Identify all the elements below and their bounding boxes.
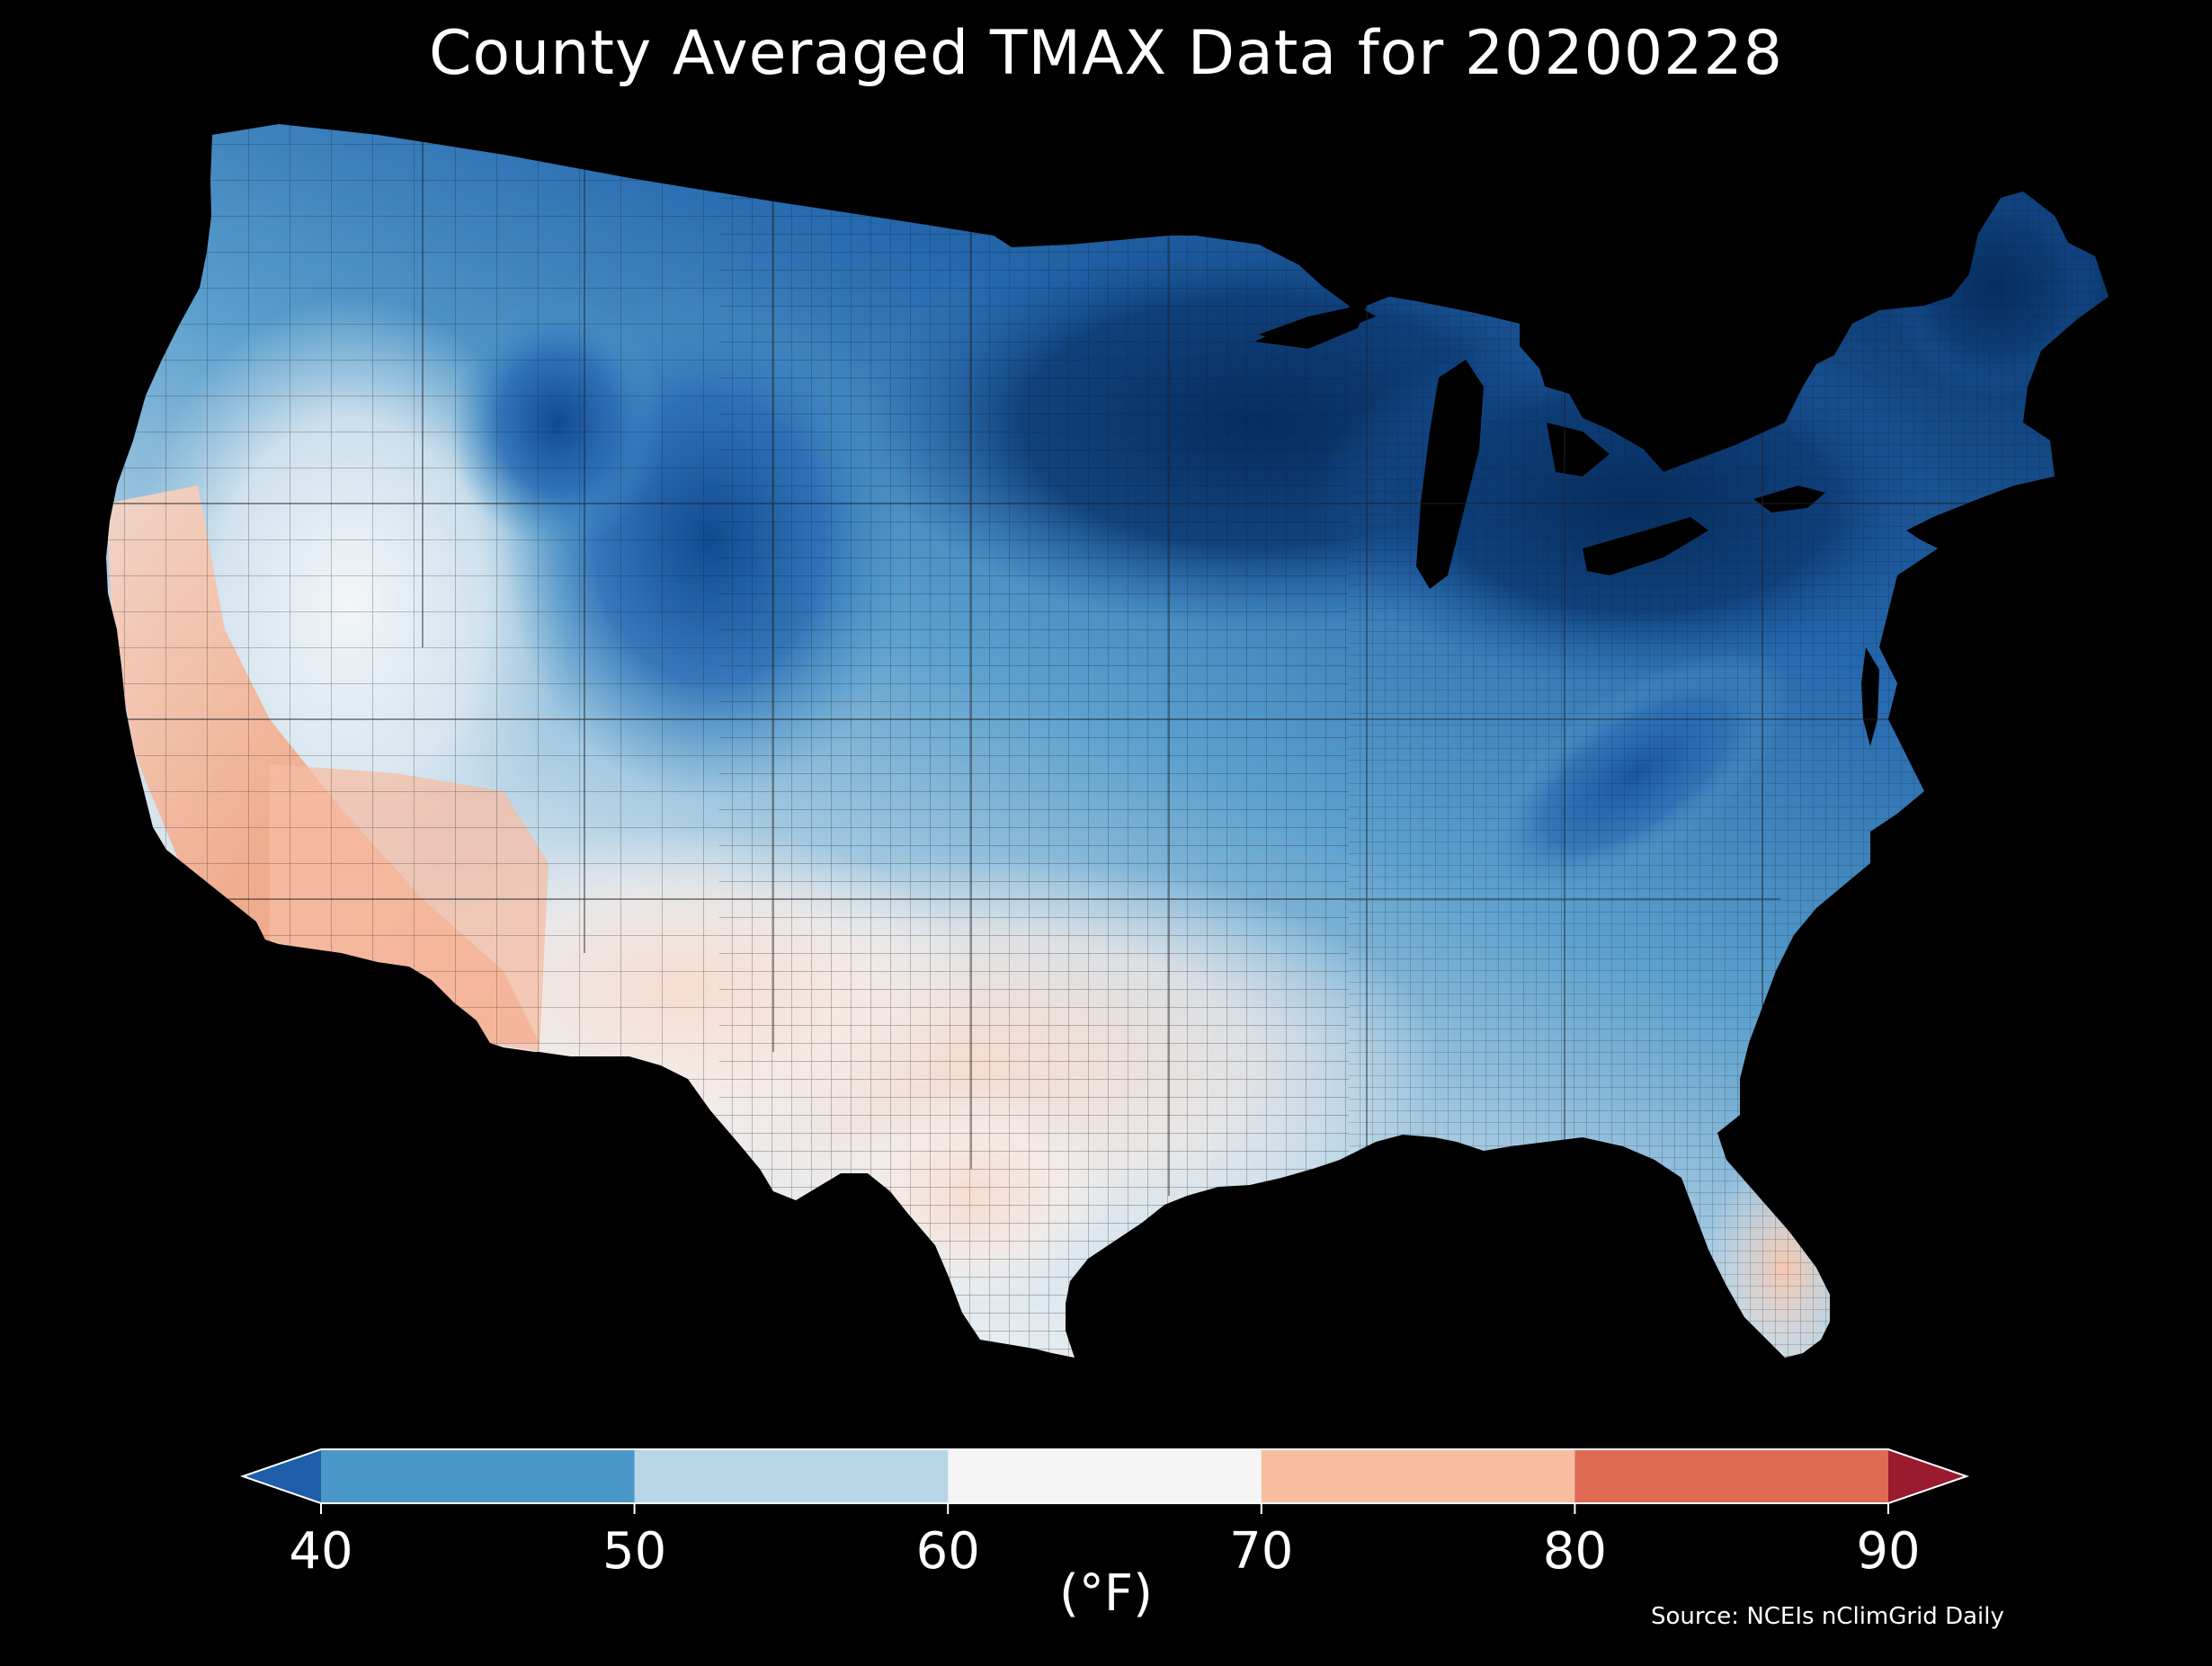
colorbar-arrow-low: [243, 1449, 321, 1503]
great-lakes: [1259, 306, 1879, 746]
colorbar-arrow-high: [1888, 1449, 1967, 1503]
colorbar-segment: [948, 1449, 1262, 1503]
colorbar-tick-label: 40: [289, 1522, 352, 1581]
us-county-map: [106, 124, 2109, 1358]
colorbar-segment: [1261, 1449, 1575, 1503]
colorbar-tick-label: 90: [1856, 1522, 1920, 1581]
colorbar-segment: [634, 1449, 949, 1503]
colorbar: 40 50 60 70 80 90: [239, 1448, 1970, 1581]
source-note: Source: NCEIs nClimGrid Daily: [1651, 1603, 2004, 1630]
colorbar-tick-label: 50: [602, 1522, 666, 1581]
colorbar-tick-label: 80: [1543, 1522, 1607, 1581]
colorbar-tick-label: 70: [1229, 1522, 1293, 1581]
colorbar-segment: [1574, 1449, 1889, 1503]
colorbar-tick-label: 60: [916, 1522, 980, 1581]
state-boundaries: [108, 135, 2068, 1196]
map-title: County Averaged TMAX Data for 20200228: [429, 18, 1783, 89]
colorbar-unit-label: (°F): [1059, 1564, 1153, 1623]
colorbar-segment: [321, 1449, 636, 1503]
